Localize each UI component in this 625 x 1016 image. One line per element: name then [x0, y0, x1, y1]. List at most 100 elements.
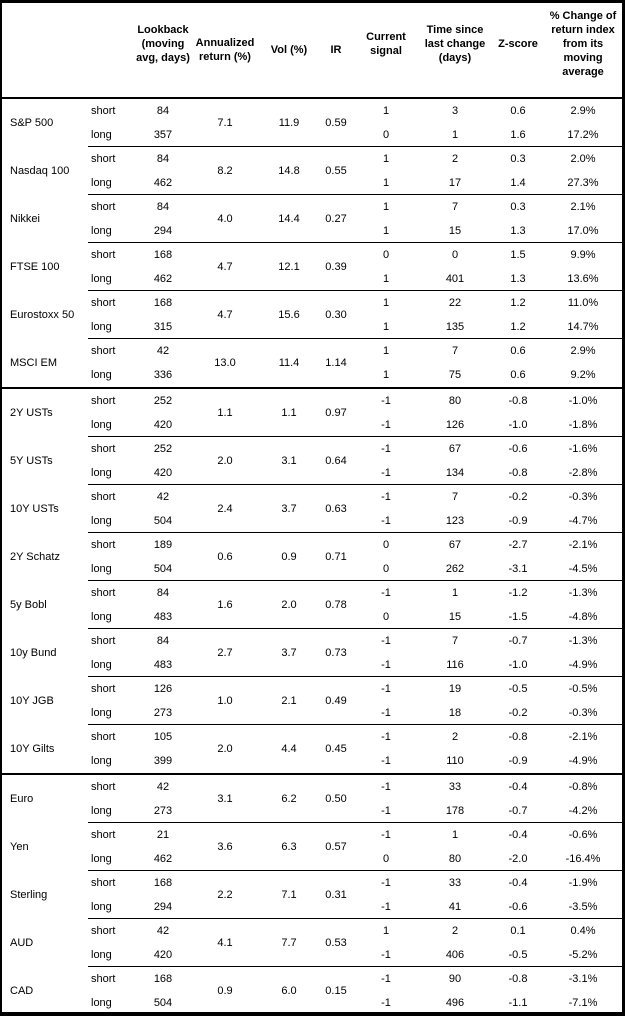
- current-signal-value: 1: [382, 925, 390, 937]
- annualized-return-value: 2.0: [217, 743, 233, 755]
- horizon-label: short: [91, 973, 116, 985]
- asset-group: 2Y USTs 1.1 1.1 0.97 short 252 -1 80 -0.8 -1.0% lo…: [2, 389, 622, 437]
- days-since-change-value: 2: [451, 731, 459, 743]
- pct-change-value: 14.7%: [567, 321, 599, 333]
- pct-change-value: 17.2%: [567, 129, 599, 141]
- ir-value: 0.64: [325, 455, 347, 467]
- header-z-score: Z-score: [498, 38, 538, 50]
- z-score-value: -0.5: [508, 949, 528, 961]
- z-score-value: -0.8: [508, 731, 528, 743]
- asset-group: Euro 3.1 6.2 0.50 short 42 -1 33 -0.4 -0.8% long 27…: [2, 775, 622, 823]
- z-score-value: -1.1: [508, 997, 528, 1009]
- vol-value: 1.1: [281, 407, 297, 419]
- header-annualized-return: Annualized return (%): [195, 37, 255, 63]
- z-score-value: -0.2: [508, 707, 528, 719]
- z-score-value: -2.0: [508, 853, 528, 865]
- lookback-value: 315: [153, 321, 173, 333]
- current-signal-value: -1: [381, 997, 391, 1009]
- current-signal-value: -1: [381, 973, 391, 985]
- vol-value: 7.1: [281, 889, 297, 901]
- pct-change-value: -1.6%: [568, 443, 598, 455]
- pct-change-value: -1.3%: [568, 635, 598, 647]
- z-score-value: 0.6: [510, 105, 526, 117]
- days-since-change-value: 15: [448, 611, 462, 623]
- pct-change-value: 2.9%: [570, 345, 596, 357]
- pct-change-value: -4.8%: [568, 611, 598, 623]
- asset-name: 5y Bobl: [10, 599, 47, 611]
- horizon-label: short: [91, 443, 116, 455]
- pct-change-value: -3.1%: [568, 973, 598, 985]
- header-current-signal: Current signal: [366, 31, 406, 57]
- pct-change-value: 9.9%: [570, 249, 596, 261]
- days-since-change-value: 262: [445, 563, 465, 575]
- z-score-value: 0.3: [510, 201, 526, 213]
- pct-change-value: -1.0%: [568, 395, 598, 407]
- annualized-return-value: 4.7: [217, 261, 233, 273]
- asset-name: 10Y JGB: [10, 695, 54, 707]
- ir-value: 0.73: [325, 647, 347, 659]
- asset-name: 2Y Schatz: [10, 551, 60, 563]
- lookback-value: 42: [156, 925, 170, 937]
- asset-name: 5Y USTs: [10, 455, 53, 467]
- days-since-change-value: 110: [446, 755, 464, 767]
- table-section-1: S&P 500 7.1 11.9 0.59 short 84 1 3 0.6 2.9% long 35…: [2, 99, 622, 387]
- current-signal-value: -1: [381, 683, 391, 695]
- current-signal-value: 0: [382, 129, 390, 141]
- pct-change-value: -0.5%: [568, 683, 598, 695]
- pct-change-value: 0.4%: [570, 925, 596, 937]
- current-signal-value: -1: [381, 635, 391, 647]
- pct-change-value: -7.1%: [568, 997, 598, 1009]
- horizon-label: long: [91, 419, 112, 431]
- annualized-return-value: 4.1: [217, 937, 233, 949]
- annualized-return-value: 8.2: [217, 165, 233, 177]
- ir-value: 0.59: [325, 117, 347, 129]
- annualized-return-value: 3.6: [217, 841, 233, 853]
- vol-value: 3.1: [281, 455, 297, 467]
- lookback-value: 504: [153, 997, 173, 1009]
- annualized-return-value: 0.9: [217, 985, 233, 997]
- asset-name: Yen: [10, 841, 29, 853]
- z-score-value: -1.0: [508, 659, 528, 671]
- z-score-value: 1.3: [510, 273, 526, 285]
- ir-value: 0.50: [325, 793, 347, 805]
- lookback-value: 294: [153, 225, 173, 237]
- lookback-value: 168: [153, 877, 173, 889]
- lookback-value: 42: [156, 345, 170, 357]
- horizon-label: short: [91, 105, 116, 117]
- horizon-label: long: [91, 177, 112, 189]
- horizon-label: short: [91, 731, 116, 743]
- ir-value: 0.15: [325, 985, 347, 997]
- lookback-value: 126: [153, 683, 173, 695]
- horizon-label: short: [91, 539, 116, 551]
- ir-value: 0.49: [325, 695, 347, 707]
- vol-value: 6.0: [281, 985, 297, 997]
- asset-group: 5Y USTs 2.0 3.1 0.64 short 252 -1 67 -0.6 -1.6% lo…: [2, 436, 622, 485]
- asset-group: 10Y JGB 1.0 2.1 0.49 short 126 -1 19 -0.5 -0.5% lo…: [2, 676, 622, 725]
- horizon-label: short: [91, 925, 116, 937]
- lookback-value: 252: [153, 395, 173, 407]
- annualized-return-value: 1.1: [217, 407, 233, 419]
- asset-group: Eurostoxx 50 4.7 15.6 0.30 short 168 1 22 1.2 11.…: [2, 290, 622, 339]
- ir-value: 1.14: [325, 357, 347, 369]
- horizon-label: short: [91, 781, 116, 793]
- z-score-value: 0.6: [510, 345, 526, 357]
- asset-name: S&P 500: [10, 117, 54, 129]
- z-score-value: -1.0: [508, 419, 528, 431]
- asset-group: MSCI EM 13.0 11.4 1.14 short 42 1 7 0.6 2.9% long 3…: [2, 338, 622, 387]
- lookback-value: 84: [156, 105, 170, 117]
- annualized-return-value: 7.1: [217, 117, 233, 129]
- current-signal-value: 1: [382, 297, 390, 309]
- days-since-change-value: 135: [445, 321, 465, 333]
- annualized-return-value: 3.1: [217, 793, 233, 805]
- annualized-return-value: 0.6: [217, 551, 233, 563]
- vol-value: 7.7: [281, 937, 297, 949]
- ir-value: 0.78: [325, 599, 347, 611]
- horizon-label: short: [91, 395, 116, 407]
- days-since-change-value: 41: [448, 901, 462, 913]
- ir-value: 0.53: [325, 937, 347, 949]
- days-since-change-value: 80: [448, 853, 462, 865]
- pct-change-value: -5.2%: [568, 949, 598, 961]
- lookback-value: 420: [153, 949, 173, 961]
- z-score-value: -0.4: [508, 877, 528, 889]
- days-since-change-value: 123: [445, 515, 465, 527]
